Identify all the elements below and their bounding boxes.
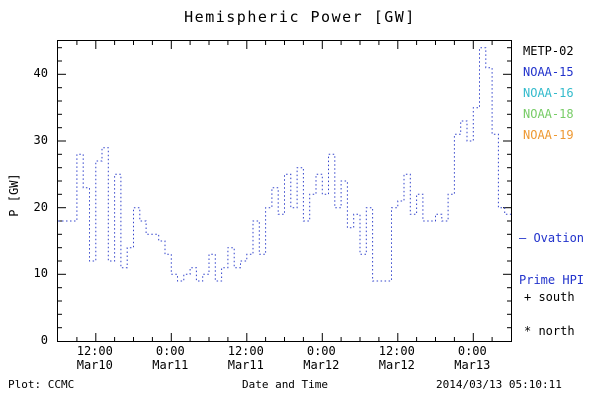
x-tick-label: 0:00 Mar12 [291, 344, 351, 372]
x-tick-time: 0:00 [155, 344, 185, 358]
legend-item-metp-02: METP-02 [523, 44, 574, 58]
x-tick-time: 12:00 [378, 344, 415, 358]
ovation-prime-hpi-line [58, 47, 511, 282]
x-tick-time: 0:00 [457, 344, 487, 358]
legend-item-noaa-18: NOAA-18 [523, 107, 574, 121]
x-axis-label: Date and Time [241, 378, 329, 391]
plot-area [57, 40, 512, 342]
x-tick-date: Mar13 [454, 358, 491, 372]
x-tick-time: 0:00 [306, 344, 336, 358]
chart-title: Hemispheric Power [GW] [184, 8, 416, 26]
x-tick-time: 12:00 [76, 344, 113, 358]
y-tick-label: 40 [33, 66, 48, 81]
y-tick-label: 10 [33, 266, 48, 281]
x-tick-date: Mar11 [227, 358, 264, 372]
legend-item-noaa-15: NOAA-15 [523, 65, 574, 79]
south-marker-label: + south [524, 290, 575, 304]
north-marker-label: * north [524, 324, 575, 338]
x-tick-label: 0:00 Mar11 [140, 344, 200, 372]
x-tick-label: 12:00 Mar11 [216, 344, 276, 372]
ovation-prime-hpi-legend: — Ovation Prime HPI [519, 203, 584, 315]
ovation-legend-line1: — Ovation [519, 231, 585, 245]
x-tick-date: Mar12 [303, 358, 340, 372]
plot-timestamp: 2014/03/13 05:10:11 [436, 378, 562, 391]
x-tick-date: Mar12 [378, 358, 415, 372]
satellite-legend: METP-02 NOAA-15 NOAA-16 NOAA-18 NOAA-19 [523, 44, 574, 149]
y-tick-label: 0 [40, 333, 48, 347]
x-tick-time: 12:00 [227, 344, 264, 358]
plot-source-label: Plot: CCMC [8, 378, 75, 391]
y-tick-label: 20 [33, 199, 48, 214]
legend-item-noaa-16: NOAA-16 [523, 86, 574, 100]
x-tick-date: Mar11 [152, 358, 189, 372]
ovation-legend-line2: Prime HPI [519, 273, 585, 287]
y-tick-label: 30 [33, 133, 48, 147]
hpi-line-chart [58, 41, 511, 341]
y-tick-labels: 0 10 20 30 40 [0, 40, 52, 347]
legend-item-noaa-19: NOAA-19 [523, 128, 574, 142]
x-tick-label: 12:00 Mar10 [65, 344, 125, 372]
x-tick-labels: 12:00 Mar10 0:00 Mar11 12:00 Mar11 0:00 Mar12 12… [57, 344, 510, 374]
x-tick-label: 12:00 Mar12 [367, 344, 427, 372]
x-tick-label: 0:00 Mar13 [442, 344, 502, 372]
x-tick-date: Mar10 [76, 358, 113, 372]
